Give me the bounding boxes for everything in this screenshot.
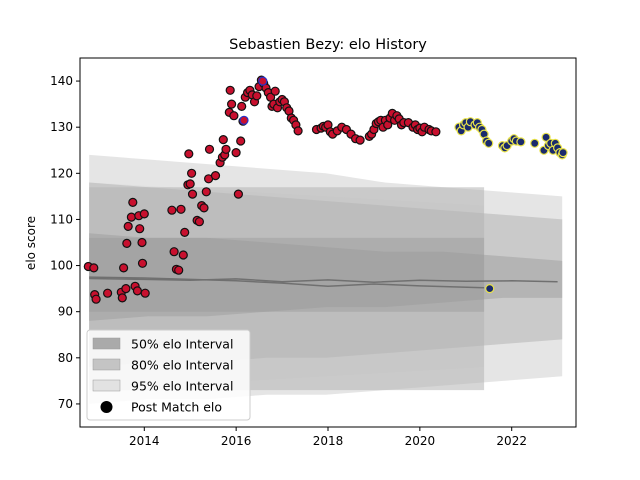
data-point-red-60 — [252, 91, 262, 101]
data-point-red-7 — [118, 263, 129, 273]
median-lines — [89, 276, 558, 289]
data-point-red-29 — [184, 149, 194, 159]
data-point-red-52 — [236, 136, 246, 146]
data-point-red-14 — [132, 286, 142, 296]
y-axis: 70 80 90 100 110 120 130 140 — [50, 74, 80, 411]
data-point-red-17 — [137, 237, 147, 248]
legend-label-3: Post Match elo — [131, 400, 222, 415]
legend-label-0: 50% elo Interval — [131, 337, 233, 352]
data-point-navy-13 — [485, 284, 495, 294]
y-tick-label-130: 130 — [50, 120, 73, 134]
y-tick-label-90: 90 — [58, 305, 73, 319]
y-tick-label-120: 120 — [50, 166, 73, 180]
data-point-red-6 — [117, 293, 127, 303]
data-point-red-21 — [167, 205, 177, 215]
median-line-0 — [89, 277, 558, 283]
y-tick-label-70: 70 — [58, 397, 73, 411]
data-point-red-43 — [218, 135, 228, 145]
data-point-red-9 — [122, 238, 132, 248]
data-point-red-45 — [221, 144, 231, 154]
legend-swatch-1 — [92, 358, 121, 371]
x-axis: 2014 2016 2018 2020 2022 — [129, 427, 527, 448]
post-match-points — [83, 75, 568, 304]
data-point-red-16 — [135, 224, 145, 234]
x-tick-label-2020: 2020 — [405, 434, 436, 448]
y-tick-label-100: 100 — [50, 259, 73, 273]
data-point-red-24 — [174, 265, 184, 275]
data-point-red-19 — [139, 209, 149, 219]
data-point-red-3 — [91, 294, 101, 304]
data-point-navy-31 — [558, 148, 568, 158]
data-point-red-51 — [233, 189, 243, 199]
data-point-red-48 — [227, 99, 237, 109]
x-tick-label-2014: 2014 — [129, 434, 160, 448]
data-point-red-8 — [121, 284, 131, 294]
data-point-red-27 — [180, 227, 190, 237]
data-point-red-25 — [176, 204, 186, 214]
legend-marker-3 — [100, 401, 113, 413]
data-point-red-50 — [231, 148, 241, 158]
data-point-red-10 — [123, 221, 133, 231]
legend-box — [86, 329, 251, 421]
data-point-navy-21 — [530, 138, 540, 148]
data-point-navy-23 — [541, 132, 551, 142]
x-tick-label-2018: 2018 — [313, 434, 344, 448]
data-point-red-31 — [187, 168, 197, 178]
band-50-segment-0 — [89, 233, 563, 321]
data-point-red-47 — [225, 85, 235, 95]
y-tick-label-80: 80 — [58, 351, 73, 365]
legend-swatch-0 — [92, 337, 121, 350]
data-point-red-4 — [102, 288, 113, 298]
data-point-red-20 — [140, 288, 150, 298]
data-point-blue-red-1 — [258, 76, 268, 86]
chart-title: Sebastien Bezy: elo History — [229, 37, 427, 53]
data-point-navy-20 — [516, 137, 526, 147]
data-point-blue-red-0 — [239, 115, 249, 125]
data-point-red-32 — [187, 189, 198, 199]
data-point-red-30 — [185, 179, 195, 189]
data-point-red-39 — [204, 144, 215, 154]
data-point-red-79 — [293, 126, 303, 136]
legend-label-1: 80% elo Interval — [131, 358, 233, 373]
y-tick-label-110: 110 — [50, 212, 73, 226]
data-point-red-36 — [199, 203, 209, 213]
data-point-red-69 — [270, 86, 280, 96]
data-point-red-12 — [128, 197, 138, 207]
data-point-red-1 — [89, 263, 99, 273]
legend: 50% elo Interval 80% elo Interval 95% elo … — [86, 329, 251, 421]
data-point-red-53 — [237, 101, 247, 112]
data-point-red-34 — [194, 217, 204, 227]
data-point-red-92 — [355, 135, 365, 145]
x-tick-label-2016: 2016 — [221, 434, 252, 448]
data-point-red-18 — [137, 258, 148, 268]
median-line-1 — [89, 276, 485, 289]
data-point-red-49 — [229, 111, 239, 121]
data-point-red-118 — [431, 127, 441, 137]
legend-label-2: 95% elo Interval — [131, 379, 233, 394]
y-axis-label: elo score — [24, 216, 38, 270]
data-point-red-11 — [126, 212, 136, 222]
data-point-red-40 — [210, 171, 221, 181]
data-point-red-26 — [178, 250, 188, 260]
data-point-red-22 — [169, 247, 179, 257]
data-point-red-37 — [201, 187, 211, 197]
data-point-navy-12 — [484, 138, 494, 148]
legend-swatch-2 — [92, 379, 121, 392]
y-tick-label-140: 140 — [50, 74, 73, 88]
x-tick-label-2022: 2022 — [496, 434, 527, 448]
band-50-segment-1 — [89, 237, 485, 312]
